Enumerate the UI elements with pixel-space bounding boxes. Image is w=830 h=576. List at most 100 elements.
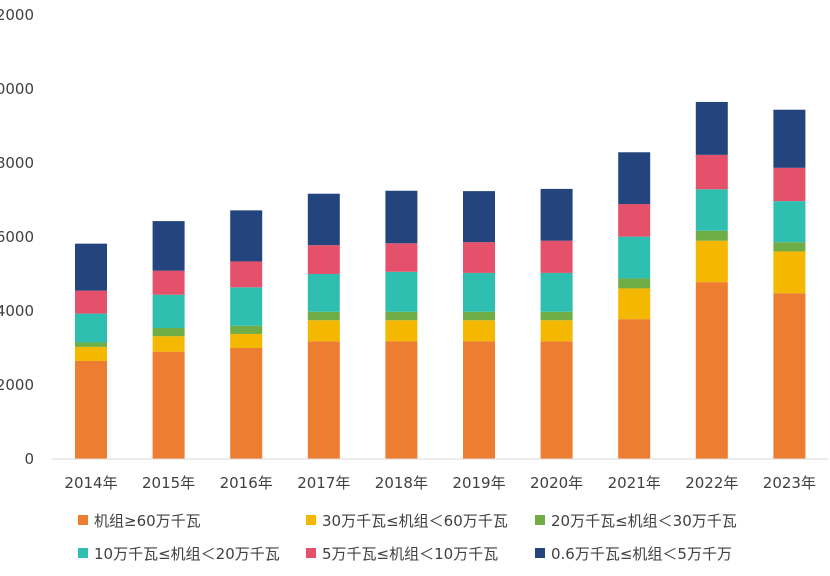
legend-swatch-ge60 bbox=[78, 515, 88, 525]
bar-segment bbox=[773, 201, 806, 243]
bar-segment bbox=[230, 210, 263, 262]
bar-segment bbox=[618, 288, 651, 320]
legend-swatch-30-60 bbox=[306, 515, 316, 525]
bar-segment bbox=[152, 351, 185, 459]
bar-segment bbox=[230, 333, 263, 348]
bar-segment bbox=[773, 109, 806, 168]
x-tick-label: 2018年 bbox=[375, 474, 428, 492]
bar-segment bbox=[307, 341, 340, 459]
x-tick-label: 2019年 bbox=[452, 474, 505, 492]
bar-segment bbox=[695, 230, 728, 241]
y-tick-label: 6000 bbox=[0, 228, 34, 246]
x-tick-label: 2021年 bbox=[608, 474, 661, 492]
y-axis-tick-labels: 0 2000 4000 6000 8000 10000 12000 bbox=[0, 6, 34, 468]
bar-segment bbox=[695, 154, 728, 190]
x-tick-label: 2020年 bbox=[530, 474, 583, 492]
bar-segment bbox=[230, 348, 263, 459]
legend-swatch-06-5 bbox=[535, 548, 545, 558]
y-tick-label: 8000 bbox=[0, 154, 34, 172]
legend-item-ge60: 机组≥60万千瓦 bbox=[78, 510, 306, 530]
bar-segment bbox=[307, 320, 340, 342]
bar-segment bbox=[695, 101, 728, 155]
bar-segment bbox=[385, 311, 418, 321]
bar-segment bbox=[773, 251, 806, 294]
bar-segment bbox=[773, 293, 806, 459]
bar-segment bbox=[385, 271, 418, 312]
bar-segment bbox=[152, 221, 185, 271]
bar-segment bbox=[540, 272, 573, 312]
y-tick-label: 10000 bbox=[0, 80, 34, 98]
bar-segment bbox=[695, 189, 728, 231]
bar-segment bbox=[463, 272, 495, 312]
bar-segment bbox=[75, 313, 107, 343]
bar-segment bbox=[618, 278, 651, 289]
bar-segment bbox=[152, 294, 185, 329]
bar-segment bbox=[152, 336, 185, 352]
bar-segment bbox=[75, 290, 107, 314]
legend-label-30-60: 30万千瓦≤机组＜60万千瓦 bbox=[322, 511, 508, 530]
bar-segment bbox=[695, 240, 728, 283]
y-tick-label: 12000 bbox=[0, 6, 34, 24]
legend-swatch-5-10 bbox=[306, 548, 316, 558]
legend-label-10-20: 10万千瓦≤机组＜20万千瓦 bbox=[94, 544, 280, 563]
legend-label-06-5: 0.6万千瓦≤机组＜5万千万 bbox=[551, 544, 732, 563]
x-tick-label: 2023年 bbox=[763, 474, 816, 492]
x-tick-label: 2022年 bbox=[685, 474, 738, 492]
bar-segment bbox=[540, 341, 573, 459]
x-tick-label: 2015年 bbox=[142, 474, 195, 492]
legend-swatch-10-20 bbox=[78, 548, 88, 558]
legend-row-1: 机组≥60万千瓦 30万千瓦≤机组＜60万千瓦 20万千瓦≤机组＜30万千瓦 bbox=[78, 510, 818, 530]
bar-segment bbox=[618, 204, 651, 237]
bar-segment bbox=[75, 360, 107, 459]
legend-label-5-10: 5万千瓦≤机组＜10万千瓦 bbox=[322, 544, 499, 563]
bar-segment bbox=[463, 320, 495, 342]
legend-label-ge60: 机组≥60万千瓦 bbox=[94, 511, 201, 530]
bar-segment bbox=[385, 190, 418, 244]
bar-segment bbox=[385, 243, 418, 272]
bar-segment bbox=[618, 319, 651, 459]
legend-swatch-20-30 bbox=[535, 515, 545, 525]
bar-segment bbox=[230, 325, 263, 334]
y-tick-label: 0 bbox=[24, 450, 34, 468]
bar-segment bbox=[307, 311, 340, 321]
bar-segment bbox=[385, 320, 418, 342]
bar-segment bbox=[307, 274, 340, 312]
bar-segment bbox=[152, 270, 185, 295]
legend-row-2: 10万千瓦≤机组＜20万千瓦 5万千瓦≤机组＜10万千瓦 0.6万千瓦≤机组＜5… bbox=[78, 543, 818, 563]
bar-segment bbox=[463, 311, 495, 321]
bar-segment bbox=[75, 243, 107, 291]
legend-item-06-5: 0.6万千瓦≤机组＜5万千万 bbox=[535, 543, 732, 563]
y-tick-label: 2000 bbox=[0, 376, 34, 394]
bar-segment bbox=[463, 341, 495, 459]
bar-segment bbox=[307, 245, 340, 274]
bar-segment bbox=[385, 341, 418, 459]
bar-segment bbox=[540, 240, 573, 273]
bar-segment bbox=[75, 342, 107, 347]
bar-segment bbox=[695, 282, 728, 459]
legend-item-20-30: 20万千瓦≤机组＜30万千瓦 bbox=[535, 510, 737, 530]
bar-segment bbox=[618, 152, 651, 205]
legend-item-10-20: 10万千瓦≤机组＜20万千瓦 bbox=[78, 543, 306, 563]
bar-segment bbox=[773, 167, 806, 202]
bar-segment bbox=[618, 236, 651, 279]
legend-item-30-60: 30万千瓦≤机组＜60万千瓦 bbox=[306, 510, 535, 530]
bar-segment bbox=[75, 346, 107, 361]
legend-item-5-10: 5万千瓦≤机组＜10万千瓦 bbox=[306, 543, 535, 563]
bar-stacks bbox=[75, 101, 806, 459]
x-tick-label: 2016年 bbox=[220, 474, 273, 492]
x-tick-label: 2017年 bbox=[297, 474, 350, 492]
legend-label-20-30: 20万千瓦≤机组＜30万千瓦 bbox=[551, 511, 737, 530]
bar-segment bbox=[540, 311, 573, 321]
y-tick-label: 4000 bbox=[0, 302, 34, 320]
bar-segment bbox=[230, 261, 263, 288]
bar-segment bbox=[540, 188, 573, 241]
bar-segment bbox=[463, 191, 495, 243]
bar-segment bbox=[152, 328, 185, 337]
bar-segment bbox=[230, 287, 263, 326]
bar-segment bbox=[773, 242, 806, 252]
bar-segment bbox=[307, 193, 340, 246]
bar-segment bbox=[540, 320, 573, 342]
legend: 机组≥60万千瓦 30万千瓦≤机组＜60万千瓦 20万千瓦≤机组＜30万千瓦 1… bbox=[78, 510, 818, 576]
x-axis-tick-labels: 2014年 2015年 2016年 2017年 2018年 2019年 2020年 2021年… bbox=[64, 474, 816, 492]
